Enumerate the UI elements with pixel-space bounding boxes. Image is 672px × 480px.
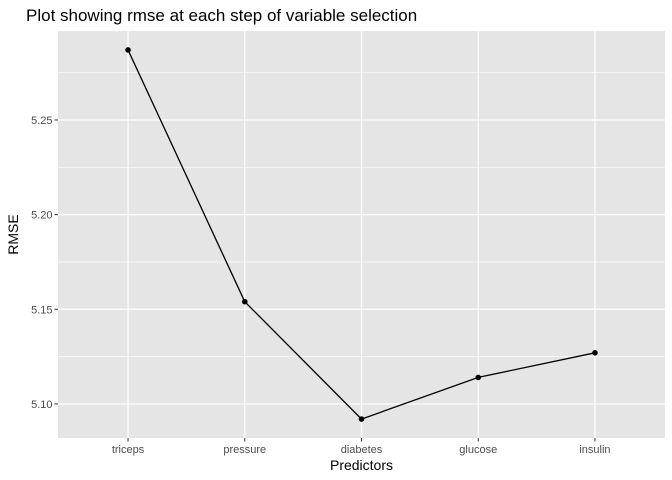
- x-axis-title: Predictors: [330, 457, 393, 473]
- y-tick-label: 5.25: [31, 115, 52, 127]
- data-point: [475, 374, 482, 381]
- y-tick-label: 5.10: [31, 399, 52, 411]
- x-tick-label: pressure: [223, 444, 266, 456]
- chart-title: Plot showing rmse at each step of variab…: [26, 6, 417, 25]
- y-axis-title: RMSE: [5, 214, 21, 254]
- data-point: [241, 298, 248, 305]
- data-point: [125, 47, 131, 53]
- x-tick-label: glucose: [459, 444, 497, 456]
- data-point: [592, 350, 598, 356]
- rmse-data-points: [125, 47, 598, 422]
- x-tick-label: triceps: [112, 444, 145, 456]
- y-tick-label: 5.15: [31, 304, 52, 316]
- y-axis-ticks: 5.10 5.15 5.20 5.25: [31, 115, 58, 411]
- x-tick-label: insulin: [579, 444, 610, 456]
- y-tick-label: 5.20: [31, 210, 52, 222]
- data-point: [358, 416, 365, 422]
- x-axis-ticks: triceps pressure diabetes glucose insulin: [112, 438, 611, 456]
- major-gridlines: [58, 31, 665, 438]
- x-tick-label: diabetes: [341, 444, 383, 456]
